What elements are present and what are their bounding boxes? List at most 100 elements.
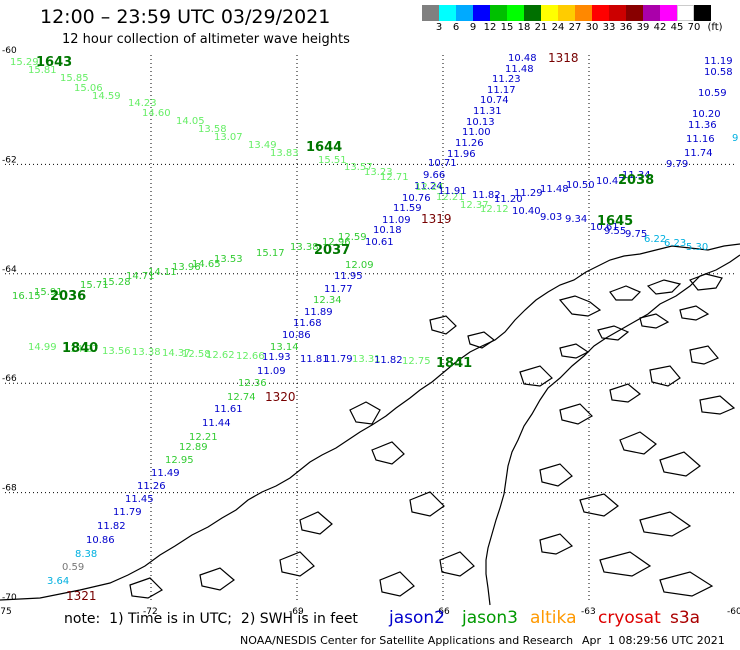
legend-swatch — [507, 5, 524, 21]
wave-height-value: 14.05 — [176, 116, 205, 127]
wave-height-value: 13.53 — [214, 254, 243, 265]
wave-height-value: 11.74 — [684, 148, 713, 159]
wave-height-value: 12.34 — [313, 295, 342, 306]
wave-height-value: 12.37 — [460, 200, 489, 211]
legend-tick-label: 39 — [636, 22, 650, 33]
lon-tick-label: -63 — [581, 607, 596, 617]
wave-height-value: 10.61 — [590, 222, 619, 233]
wave-height-value: 11.48 — [540, 184, 569, 195]
legend-swatch — [439, 5, 456, 21]
wave-height-value: 9.03 — [540, 212, 562, 223]
wave-height-value: 14.60 — [142, 108, 171, 119]
legend-tick-label: 30 — [585, 22, 599, 33]
satellite-jason3-label: jason3 — [462, 608, 518, 628]
pass-time-label: 1841 — [436, 356, 472, 371]
wave-height-value: 11.16 — [686, 134, 715, 145]
wave-height-value: 11.09 — [257, 366, 286, 377]
legend-swatch — [541, 5, 558, 21]
legend-swatch — [660, 5, 677, 21]
wave-height-value: 12.12 — [480, 204, 509, 215]
wave-height-value: 11.34 — [622, 170, 651, 181]
wave-height-value: 11.23 — [492, 74, 521, 85]
wave-height-value: 11.81 — [300, 354, 329, 365]
pass-time-label: 1321 — [66, 589, 97, 603]
legend-swatch — [609, 5, 626, 21]
satellite-altika-label: altika — [530, 608, 577, 628]
wave-height-value: 11.36 — [688, 120, 717, 131]
wave-height-value: 11.96 — [447, 149, 476, 160]
wave-height-value: 11.48 — [505, 64, 534, 75]
lon-tick-label: -72 — [143, 607, 158, 617]
wave-height-value: 0.59 — [62, 562, 84, 573]
wave-height-value: 11.20 — [494, 194, 523, 205]
wave-height-value: 15.28 — [102, 277, 131, 288]
wave-height-value: 10.40 — [512, 206, 541, 217]
wave-height-value: 11.49 — [151, 468, 180, 479]
map-title: 12:00 – 23:59 UTC 03/29/2021 — [40, 6, 331, 28]
wave-height-value: 13.07 — [214, 132, 243, 143]
wave-height-value: 14.99 — [28, 342, 57, 353]
pass-time-label: 1644 — [306, 140, 342, 155]
wave-height-value: 11.45 — [125, 494, 154, 505]
legend-swatch — [558, 5, 575, 21]
legend-swatch — [575, 5, 592, 21]
pass-time-label: 2038 — [618, 173, 654, 188]
wave-height-value: 5.30 — [686, 242, 708, 253]
pass-time-label: 1840 — [62, 341, 98, 356]
wave-height-value: 9.34 — [565, 214, 587, 225]
wave-height-value: 13.14 — [270, 342, 299, 353]
wave-height-value: 15.06 — [74, 83, 103, 94]
wave-height-value: 11.59 — [393, 203, 422, 214]
legend-swatch — [524, 5, 541, 21]
wave-height-value: 10.50 — [566, 180, 595, 191]
wave-height-value: 12.62 — [206, 350, 235, 361]
wave-height-value: 13.58 — [198, 124, 227, 135]
legend-tick-label: 21 — [534, 22, 548, 33]
wave-height-value: 14.71 — [126, 271, 155, 282]
wave-height-value: 11.68 — [293, 318, 322, 329]
wave-height-value: 14.65 — [192, 259, 221, 270]
wave-height-value: 11.82 — [97, 521, 126, 532]
wave-height-value: 15.91 — [34, 287, 63, 298]
wave-height-value: 13.83 — [270, 148, 299, 159]
wave-height-value: 13.56 — [102, 346, 131, 357]
wave-height-value: 9.75 — [625, 229, 647, 240]
wave-height-value: 6.22 — [644, 234, 666, 245]
lat-tick-label: -64 — [2, 265, 17, 275]
legend-swatch — [490, 5, 507, 21]
wave-height-value: 11.91 — [438, 186, 467, 197]
wave-height-value: 10.47 — [596, 176, 625, 187]
legend-tick-label: 15 — [500, 22, 514, 33]
wave-height-value: 10.76 — [402, 193, 431, 204]
legend-unit: (ft) — [707, 22, 723, 33]
axis-labels: -75 -72 -69 -66 -63 -60 -60 -62 -64 -66 -68 -70 — [0, 46, 740, 617]
lat-tick-label: -66 — [2, 374, 17, 384]
wave-height-value: 11.26 — [455, 138, 484, 149]
wave-height-value: 11.89 — [304, 307, 333, 318]
wave-height-value: 11.19 — [704, 56, 733, 67]
wave-height-value: 15.17 — [256, 248, 285, 259]
legend-swatch — [694, 5, 711, 21]
wave-height-value: 12.71 — [380, 172, 409, 183]
wave-height-value: 11.61 — [214, 404, 243, 415]
legend-tick-label: 9 — [469, 22, 477, 33]
wave-height-value: 12.21 — [189, 432, 218, 443]
wave-height-value: 12.95 — [165, 455, 194, 466]
lon-tick-label: -69 — [289, 607, 304, 617]
wave-height-value: 12.21 — [436, 192, 465, 203]
wave-height-value: 13.38 — [290, 242, 319, 253]
legend-swatch — [643, 5, 660, 21]
wave-height-value: 16.15 — [12, 291, 41, 302]
wave-height-value: 13.49 — [248, 140, 277, 151]
legend-tick-label: 27 — [568, 22, 582, 33]
pass-time-label: 2036 — [50, 289, 86, 304]
wave-height-value: 11.26 — [137, 481, 166, 492]
wave-height-value: 12.58 — [182, 349, 211, 360]
legend-tick-label: 24 — [551, 22, 565, 33]
wave-height-value: 9.55 — [604, 226, 626, 237]
wave-height-value: 15.51 — [318, 155, 347, 166]
wave-height-value: 12.75 — [402, 356, 431, 367]
wave-height-value: 6.23 — [664, 238, 686, 249]
lon-tick-label: -66 — [435, 607, 450, 617]
wave-height-value: 10.58 — [704, 67, 733, 78]
